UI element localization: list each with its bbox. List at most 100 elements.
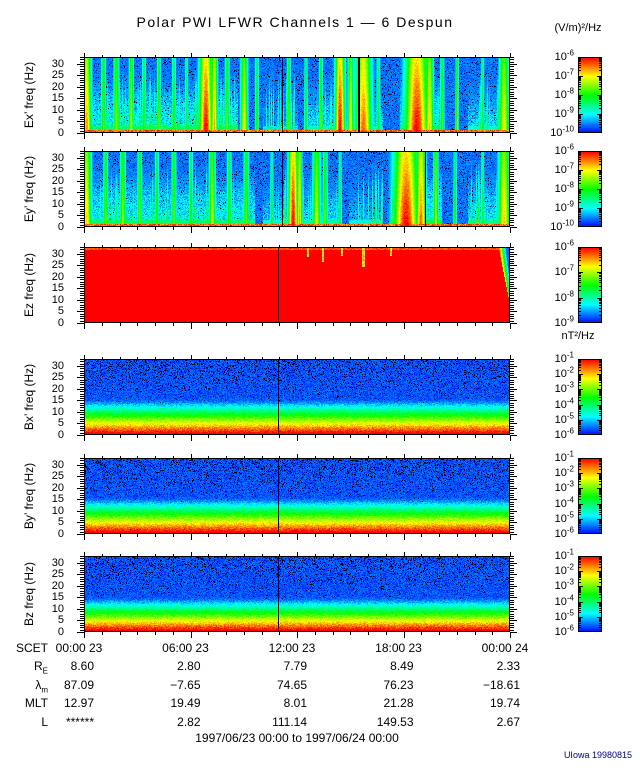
by-colorbar-tick-label: 10-5 [554,510,574,525]
bx-ytick-label: 20 [51,382,64,395]
ephemeris-value: 76.23 [383,677,414,692]
ex-spectrogram-canvas [84,57,510,133]
electric-units-label: (V/m)²/Hz [554,22,602,34]
ex-colorbar-tick-label: 10-10 [550,124,574,139]
ey-y-axis-label: Ey’ freq (Hz) [22,155,36,223]
ey-colorbar-tick-label: 10-7 [554,161,574,176]
ephemeris-value: 149.53 [376,714,414,729]
ez-ytick-label: 0 [57,317,64,329]
ex-ytick-label: 20 [51,80,64,93]
credit-label: UIowa 19980815 [563,750,632,760]
ephemeris-value: −7.65 [170,677,201,692]
ey-ytick-label: 30 [51,151,64,164]
by-colorbar-tick-label: 10-2 [554,464,574,480]
bx-colorbar-tick-label: 10-3 [554,380,574,396]
bx-colorbar-tick-label: 10-6 [554,426,574,441]
ey-ytick-label: 15 [51,186,64,199]
by-y-axis-label: By’ freq (Hz) [22,462,36,530]
by-ytick-label: 25 [51,470,64,483]
ez-colorbar [578,247,602,323]
bz-ytick-label: 30 [51,556,64,569]
ey-colorbar-tick-label: 10-10 [550,218,574,233]
ephemeris-row-label: MLT [24,696,48,710]
ez-colorbar-tick-label: 10-7 [554,263,574,279]
bz-ytick-label: 25 [51,568,64,581]
ephemeris-value: 87.09 [63,677,94,692]
ex-y-axis-label: Ex’ freq (Hz) [22,61,36,129]
ephemeris-value: 111.14 [272,714,307,729]
date-range-label: 1997/06/23 00:00 to 1997/06/24 00:00 [195,731,399,745]
bz-colorbar-tick-label: 10-5 [554,608,574,623]
by-ytick-label: 10 [51,504,64,517]
time-tick-label: 18:00 23 [375,641,422,655]
ey-ytick-label: 10 [51,197,64,210]
bx-ytick-label: 10 [51,405,64,418]
bx-ytick-label: 15 [51,394,64,407]
ez-ytick-label: 15 [51,282,64,295]
bz-ytick-label: 20 [51,579,64,592]
bx-colorbar [578,359,602,435]
ey-colorbar-tick-label: 10-9 [554,199,574,214]
bx-spectrogram-canvas [84,359,510,435]
ez-ytick-label: 10 [51,293,64,306]
time-axis-prefix: SCET [15,641,48,655]
ephemeris-value: 2.67 [496,714,520,729]
ex-colorbar-tick-label: 10-8 [554,86,574,101]
bz-y-axis-label: Bz freq (Hz) [22,561,36,627]
ex-colorbar-tick-label: 10-6 [554,48,574,63]
ey-ytick-label: 5 [57,209,64,222]
ez-ytick-label: 5 [57,305,64,318]
ephemeris-value: 8.49 [390,659,414,673]
ez-colorbar-tick-label: 10-9 [554,314,574,329]
ex-colorbar-tick-label: 10-7 [554,67,574,82]
ephemeris-value: 7.79 [283,659,307,673]
bx-ytick-label: 0 [57,429,64,441]
bx-colorbar-tick-label: 10-1 [554,350,574,365]
bz-colorbar-tick-label: 10-6 [554,623,574,638]
time-tick-label: 00:00 24 [481,641,529,655]
by-colorbar [578,458,602,534]
bz-ytick-label: 15 [51,591,64,604]
bx-colorbar-tick-label: 10-4 [554,395,574,411]
ex-ytick-label: 15 [51,92,64,105]
ey-colorbar-tick-label: 10-6 [554,142,574,157]
bz-spectrogram-canvas [84,556,510,632]
ephemeris-row-label: λm [35,677,48,694]
ephemeris-row-label: RE [33,659,48,676]
by-colorbar-tick-label: 10-1 [554,449,574,464]
ex-colorbar-tick-label: 10-9 [554,105,574,120]
ephemeris-value: 19.49 [170,696,201,710]
time-tick-label: 06:00 23 [162,641,209,655]
ephemeris-value: 19.74 [489,696,520,710]
ez-spectrogram-canvas [84,247,510,323]
bz-colorbar-tick-label: 10-1 [554,547,574,562]
ey-spectrogram-canvas [84,151,510,227]
by-spectrogram-canvas [84,458,510,534]
by-ytick-label: 30 [51,458,64,471]
ey-colorbar [578,151,602,227]
by-colorbar-tick-label: 10-3 [554,479,574,495]
ex-colorbar [578,57,602,133]
time-tick-label: 12:00 23 [268,641,316,655]
ey-ytick-label: 20 [51,174,64,187]
bz-colorbar-tick-label: 10-2 [554,562,574,578]
ephemeris-value: 2.82 [177,714,201,729]
by-ytick-label: 20 [51,481,64,494]
ephemeris-value: ****** [65,714,94,729]
ephemeris-value: 8.60 [70,659,94,673]
ex-ytick-label: 25 [51,69,64,82]
bx-colorbar-tick-label: 10-5 [554,411,574,426]
ez-ytick-label: 25 [51,259,64,272]
ey-ytick-label: 0 [57,221,64,233]
ex-ytick-label: 0 [57,127,64,139]
ephemeris-value: 2.33 [496,659,520,673]
ex-ytick-label: 5 [57,115,64,128]
ephemeris-row-label: L [41,714,48,729]
page-title: Polar PWI LFWR Channels 1 — 6 Despun [136,14,454,30]
ez-ytick-label: 20 [51,270,64,283]
ez-colorbar-tick-label: 10-6 [554,238,574,253]
ez-y-axis-label: Ez freq (Hz) [22,252,36,318]
bx-ytick-label: 25 [51,371,64,384]
by-ytick-label: 0 [57,528,64,540]
